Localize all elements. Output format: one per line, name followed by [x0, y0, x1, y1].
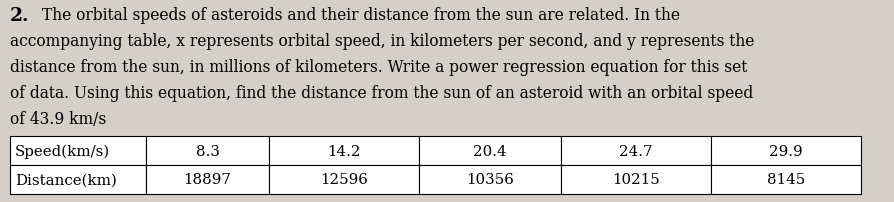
- Text: 14.2: 14.2: [327, 144, 361, 158]
- Bar: [419, 136, 561, 165]
- Text: of 43.9 km/s: of 43.9 km/s: [10, 110, 106, 127]
- Text: The orbital speeds of asteroids and their distance from the sun are related. In : The orbital speeds of asteroids and thei…: [42, 7, 680, 24]
- Text: 8145: 8145: [767, 173, 805, 187]
- Text: 29.9: 29.9: [769, 144, 803, 158]
- Text: distance from the sun, in millions of kilometers. Write a power regression equat: distance from the sun, in millions of ki…: [10, 59, 747, 76]
- Text: of data. Using this equation, find the distance from the sun of an asteroid with: of data. Using this equation, find the d…: [10, 85, 754, 101]
- Text: 10215: 10215: [611, 173, 660, 187]
- Bar: [561, 136, 711, 165]
- Text: accompanying table, x represents orbital speed, in kilometers per second, and y : accompanying table, x represents orbital…: [10, 33, 755, 50]
- Text: 24.7: 24.7: [619, 144, 653, 158]
- Text: Speed(km/s): Speed(km/s): [15, 144, 110, 158]
- Bar: [419, 165, 561, 194]
- Text: 20.4: 20.4: [473, 144, 507, 158]
- Bar: [269, 136, 419, 165]
- Text: 12596: 12596: [320, 173, 368, 187]
- Bar: [711, 165, 861, 194]
- Text: 10356: 10356: [466, 173, 514, 187]
- Bar: [10, 165, 146, 194]
- Bar: [146, 136, 269, 165]
- Bar: [269, 165, 419, 194]
- Text: 18897: 18897: [183, 173, 232, 187]
- Text: 2.: 2.: [10, 7, 30, 25]
- Text: 8.3: 8.3: [196, 144, 220, 158]
- Bar: [711, 136, 861, 165]
- Bar: [561, 165, 711, 194]
- Bar: [146, 165, 269, 194]
- Bar: [10, 136, 146, 165]
- Text: Distance(km): Distance(km): [15, 173, 117, 187]
